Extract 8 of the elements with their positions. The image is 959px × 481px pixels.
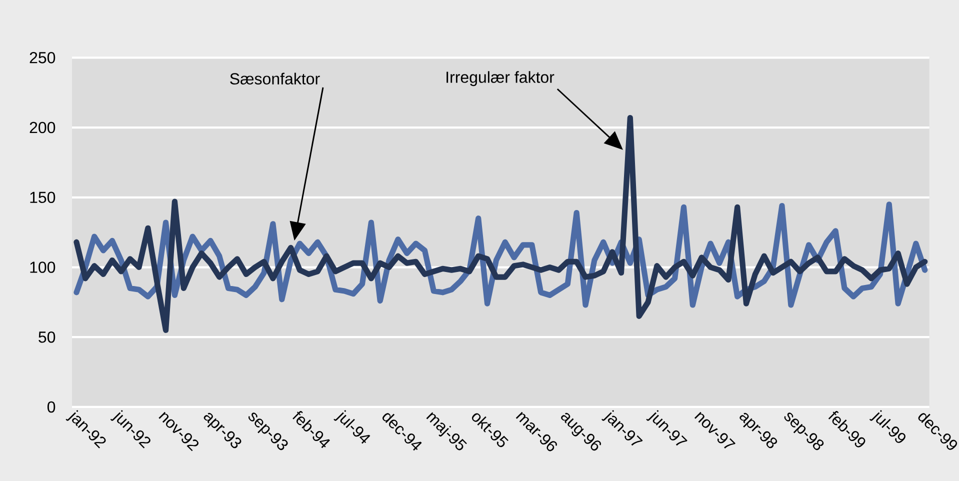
annotation: Sæsonfaktor (230, 72, 320, 84)
y-tick-label: 200 (30, 122, 56, 134)
y-tick-label: 100 (30, 262, 56, 273)
y-tick-label: 50 (38, 331, 56, 343)
y-tick-label: 250 (30, 52, 56, 64)
y-tick-label: 0 (47, 401, 56, 413)
annotation: Irregulær faktor (446, 71, 554, 86)
y-tick-label: 150 (30, 192, 56, 204)
